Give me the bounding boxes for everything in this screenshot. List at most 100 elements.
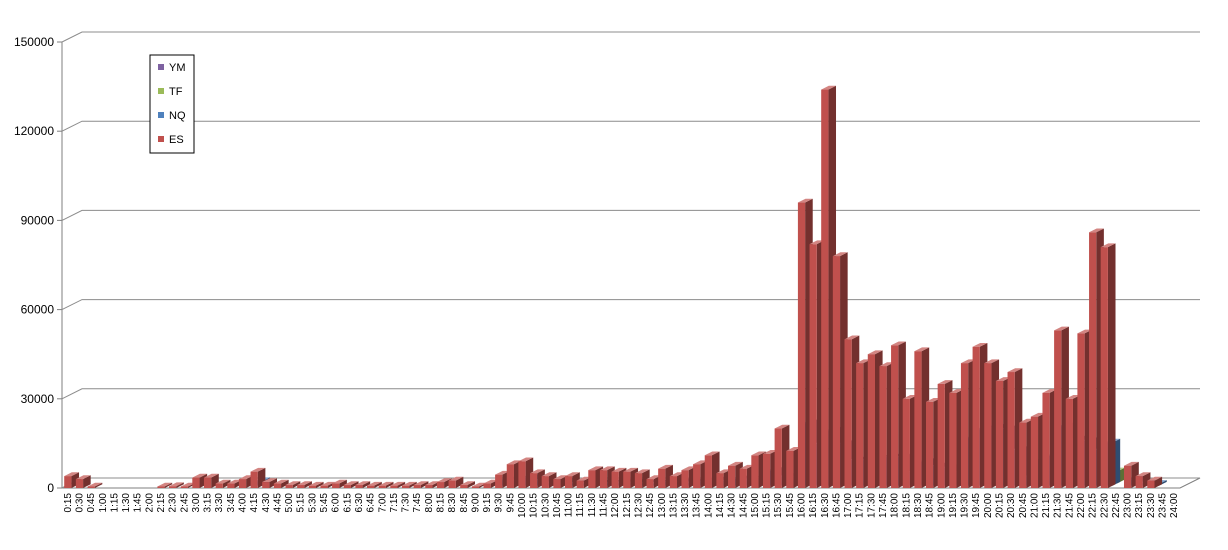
bar-es-7:15 xyxy=(390,481,406,488)
x-tick-label: 4:15 xyxy=(249,493,260,513)
x-tick-label: 16:15 xyxy=(808,493,819,518)
bars xyxy=(64,85,1167,489)
legend-swatch-es xyxy=(158,136,164,142)
bar-es-7:45 xyxy=(413,481,429,488)
bar-es-7:30 xyxy=(401,481,417,488)
x-tick-label: 24:00 xyxy=(1169,493,1180,518)
bar-es-8:30 xyxy=(448,476,464,488)
bar-es-3:30 xyxy=(215,479,231,488)
x-tick-label: 7:45 xyxy=(412,493,423,513)
bar-es-6:00 xyxy=(332,479,347,488)
legend-swatch-tf xyxy=(158,88,164,94)
x-tick-label: 7:00 xyxy=(377,493,388,513)
x-tick-label: 22:15 xyxy=(1088,493,1099,518)
x-tick-label: 6:30 xyxy=(354,493,365,513)
x-tick-label: 18:15 xyxy=(901,493,912,518)
bar-es-6:30 xyxy=(355,481,371,488)
x-tick-label: 3:15 xyxy=(203,493,214,513)
y-tick-label: 60000 xyxy=(21,303,55,317)
x-tick-label: 22:00 xyxy=(1076,493,1087,518)
x-tick-label: 7:15 xyxy=(389,493,400,513)
x-tick-label: 2:15 xyxy=(156,493,167,513)
bar-es-22:30 xyxy=(1100,243,1116,488)
x-tick-label: 3:45 xyxy=(226,493,237,513)
legend-box xyxy=(149,54,195,154)
x-tick-label: 5:15 xyxy=(296,493,307,513)
x-tick-label: 2:30 xyxy=(168,493,179,513)
x-tick-label: 20:30 xyxy=(1006,493,1017,518)
x-tick-label: 11:15 xyxy=(575,493,586,518)
gridline xyxy=(61,31,1200,43)
bar-es-0:45 xyxy=(87,482,103,488)
bar-es-5:15 xyxy=(297,481,312,488)
x-tick-label: 21:45 xyxy=(1064,493,1075,518)
x-tick-label: 18:45 xyxy=(925,493,936,518)
x-tick-label: 4:45 xyxy=(272,493,283,513)
x-tick-label: 0:45 xyxy=(86,493,97,513)
x-tick-label: 9:45 xyxy=(505,493,516,513)
x-tick-label: 9:30 xyxy=(494,493,505,513)
x-tick-label: 1:00 xyxy=(98,493,109,513)
x-tick-label: 14:00 xyxy=(703,493,714,518)
bar-es-23:30 xyxy=(1147,476,1163,488)
bar-es-8:45 xyxy=(460,481,475,488)
x-tick-label: 9:00 xyxy=(470,493,481,513)
x-tick-label: 18:00 xyxy=(890,493,901,518)
x-axis-ticks: 0:15 0:30 0:45 1:00 1:15 1:30 1:45 2:00 2:15 2:30… xyxy=(63,493,1180,518)
bar-es-6:15 xyxy=(343,481,359,488)
y-tick-label: 0 xyxy=(47,481,54,495)
x-tick-label: 4:30 xyxy=(261,493,272,513)
bar-es-5:00 xyxy=(285,481,301,488)
x-tick-label: 6:45 xyxy=(366,493,377,513)
legend-label-ym: YM xyxy=(169,62,186,74)
x-tick-label: 3:00 xyxy=(191,493,202,513)
bar-es-2:30 xyxy=(169,482,184,488)
x-tick-label: 20:00 xyxy=(983,493,994,518)
x-tick-label: 16:45 xyxy=(831,493,842,518)
x-tick-label: 13:45 xyxy=(692,493,703,518)
x-tick-label: 16:30 xyxy=(820,493,831,518)
x-tick-label: 18:30 xyxy=(913,493,924,518)
x-tick-label: 11:00 xyxy=(564,493,575,518)
x-tick-label: 13:15 xyxy=(668,493,679,518)
x-tick-label: 19:15 xyxy=(948,493,959,518)
bar-es-5:30 xyxy=(308,481,324,488)
x-tick-label: 6:15 xyxy=(342,493,353,513)
bar-es-4:30 xyxy=(262,478,278,488)
x-tick-label: 6:00 xyxy=(331,493,342,513)
legend-label-nq: NQ xyxy=(169,110,186,122)
x-tick-label: 3:30 xyxy=(214,493,225,513)
bar-es-0:30 xyxy=(75,475,91,488)
x-tick-label: 15:30 xyxy=(773,493,784,518)
y-tick-label: 150000 xyxy=(14,35,54,49)
x-tick-label: 23:15 xyxy=(1134,493,1145,518)
x-tick-label: 17:30 xyxy=(866,493,877,518)
x-tick-label: 0:30 xyxy=(74,493,85,513)
x-tick-label: 13:30 xyxy=(680,493,691,518)
x-tick-label: 16:00 xyxy=(797,493,808,518)
x-tick-label: 23:45 xyxy=(1158,493,1169,518)
x-tick-label: 14:15 xyxy=(715,493,726,518)
x-tick-label: 23:30 xyxy=(1146,493,1157,518)
x-tick-label: 19:00 xyxy=(936,493,947,518)
x-tick-label: 17:45 xyxy=(878,493,889,518)
x-tick-label: 20:45 xyxy=(1018,493,1029,518)
x-tick-label: 10:15 xyxy=(529,493,540,518)
x-tick-label: 22:30 xyxy=(1099,493,1110,518)
legend: YM TF NQ ES xyxy=(149,54,195,154)
bar-es-6:45 xyxy=(367,481,382,488)
x-tick-label: 8:30 xyxy=(447,493,458,513)
x-tick-label: 1:30 xyxy=(121,493,132,513)
legend-label-tf: TF xyxy=(169,86,183,98)
x-tick-label: 5:00 xyxy=(284,493,295,513)
x-tick-label: 5:45 xyxy=(319,493,330,513)
x-tick-label: 21:15 xyxy=(1041,493,1052,518)
bar-es-4:45 xyxy=(273,479,289,488)
x-tick-label: 13:00 xyxy=(657,493,668,518)
x-tick-label: 14:45 xyxy=(738,493,749,518)
x-tick-label: 5:30 xyxy=(307,493,318,513)
x-tick-label: 19:30 xyxy=(960,493,971,518)
x-tick-label: 12:30 xyxy=(633,493,644,518)
